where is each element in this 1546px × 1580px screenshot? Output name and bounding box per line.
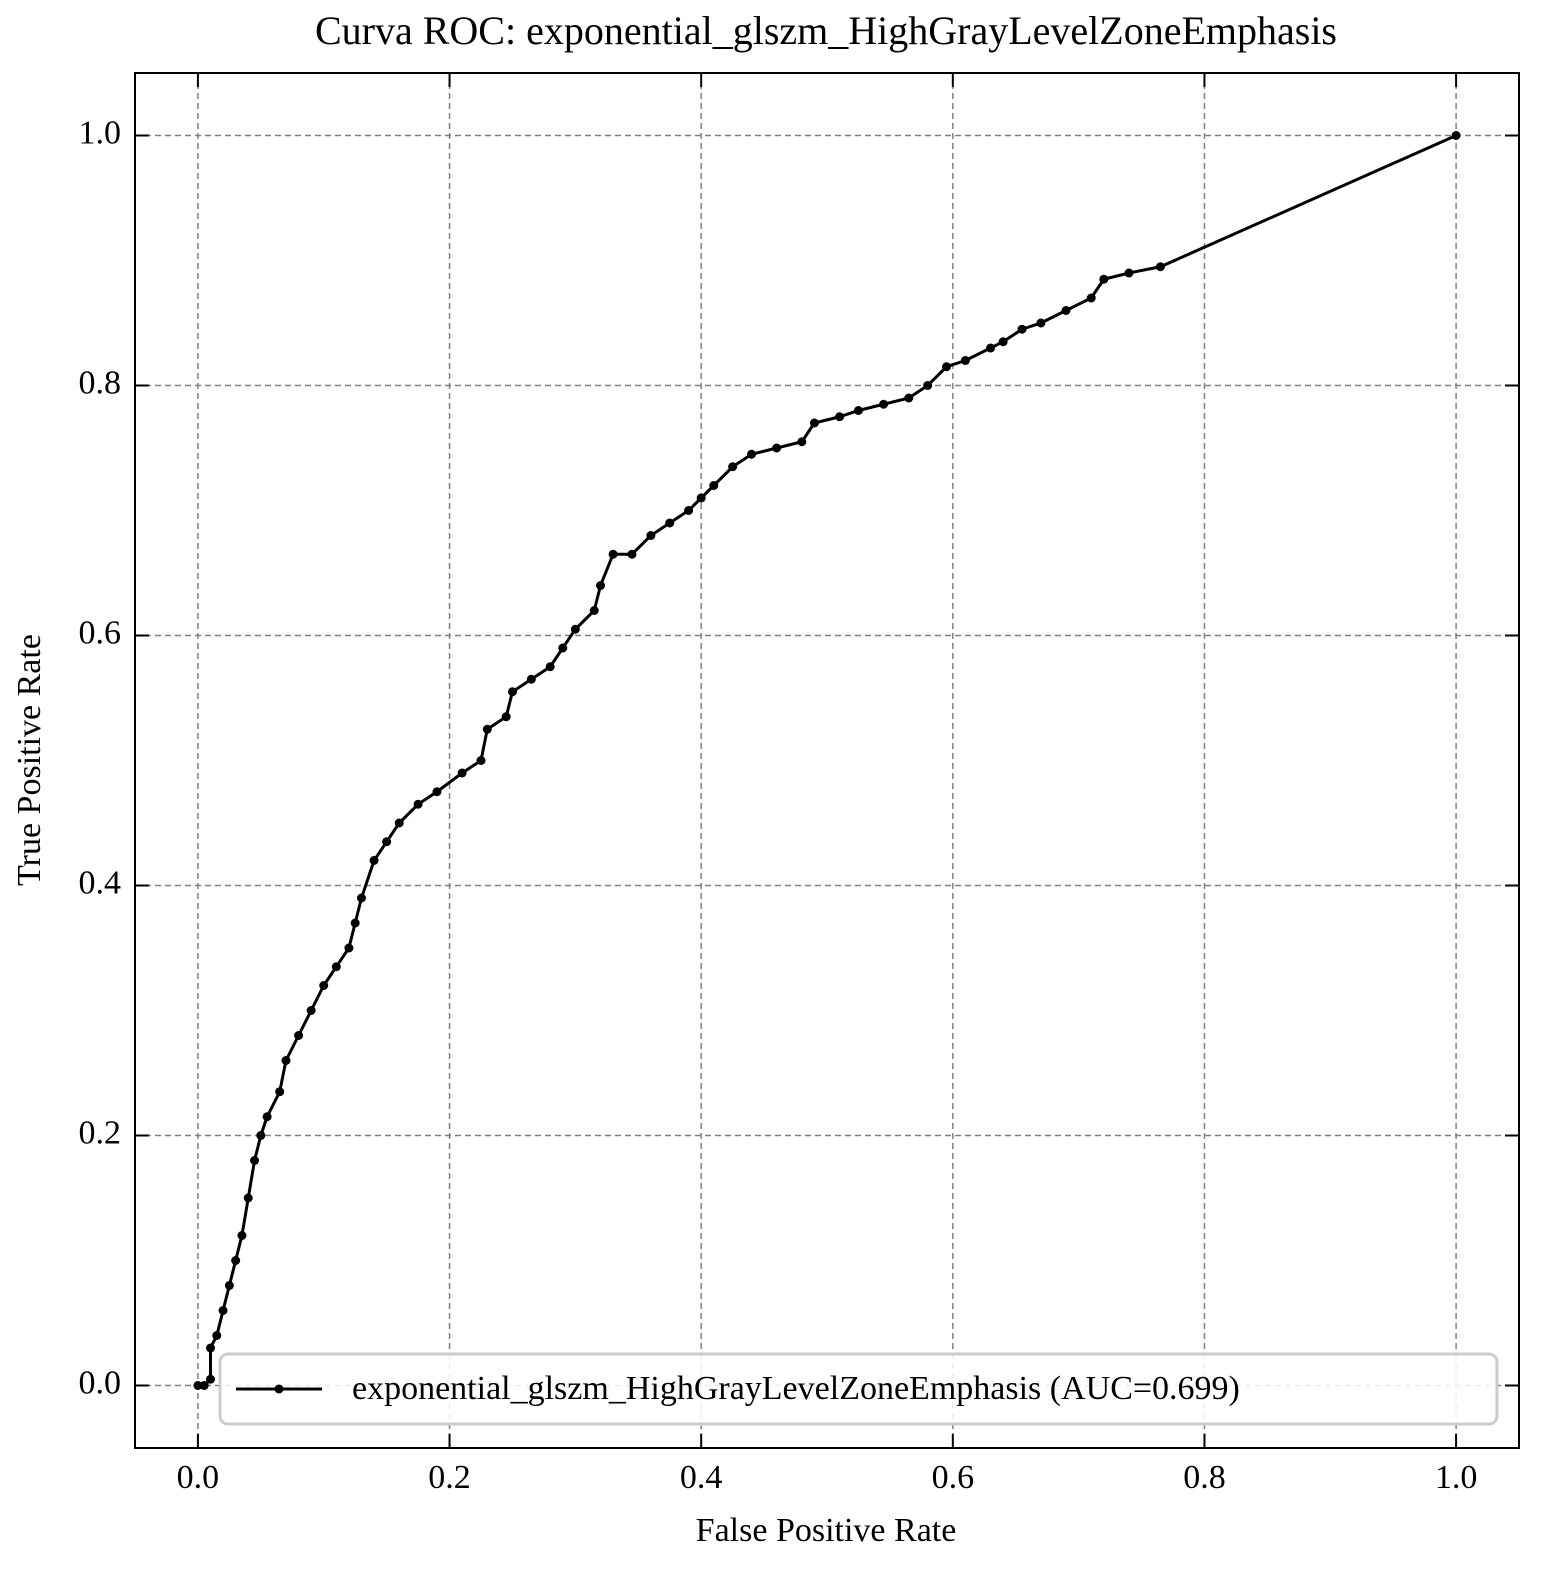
point (797, 437, 807, 447)
point (199, 1381, 209, 1390)
point (243, 1193, 253, 1203)
point (369, 856, 379, 865)
point (835, 412, 845, 422)
legend-marker (274, 1384, 284, 1394)
point (809, 418, 819, 428)
x-tick-label: 1.0 (1435, 1459, 1478, 1496)
point (281, 1056, 291, 1065)
point (1017, 324, 1027, 334)
point (986, 343, 996, 353)
point (747, 449, 757, 459)
point (960, 356, 970, 365)
point (879, 399, 889, 409)
point (501, 712, 511, 722)
point (256, 1131, 266, 1140)
x-tick-label: 0.6 (932, 1459, 975, 1496)
point (526, 674, 536, 684)
plot-frame (134, 72, 1520, 1449)
x-tick-label: 0.2 (428, 1459, 471, 1496)
y-axis-label: True Positive Rate (11, 634, 48, 886)
point (193, 1381, 203, 1390)
point (942, 362, 952, 372)
point (476, 756, 486, 765)
y-tick-label: 0.4 (79, 864, 122, 901)
point (344, 943, 354, 953)
point (394, 818, 404, 828)
chart-title: Curva ROC: exponential_glszm_HighGrayLev… (315, 8, 1337, 53)
point (1451, 131, 1461, 140)
point (262, 1112, 272, 1122)
point (923, 381, 933, 390)
point (1061, 306, 1071, 315)
point (205, 1343, 215, 1353)
point (558, 643, 568, 653)
y-tick-label: 0.6 (79, 614, 122, 651)
point (570, 624, 580, 634)
point (998, 337, 1008, 347)
point (331, 962, 341, 972)
point (218, 1306, 228, 1315)
point (413, 799, 423, 809)
x-tick-label: 0.0 (177, 1459, 220, 1496)
legend: exponential_glszm_HighGrayLevelZoneEmpha… (218, 1352, 1499, 1426)
point (696, 493, 706, 503)
point (1124, 268, 1134, 278)
point (1086, 293, 1096, 303)
x-axis-label: False Positive Rate (696, 1512, 957, 1549)
point (457, 768, 467, 778)
point (853, 406, 863, 415)
point (627, 549, 637, 559)
point (212, 1331, 222, 1340)
point (205, 1374, 215, 1384)
legend-box (218, 1352, 1499, 1426)
legend-label: exponential_glszm_HighGrayLevelZoneEmpha… (352, 1370, 1240, 1407)
point (382, 837, 392, 847)
y-tick-label: 1.0 (79, 114, 122, 151)
point (1099, 274, 1109, 284)
point (608, 549, 618, 559)
point (319, 981, 329, 990)
point (1155, 262, 1165, 272)
point (294, 1031, 304, 1040)
point (275, 1087, 285, 1097)
point (224, 1281, 234, 1290)
y-tick-label: 0.8 (79, 364, 122, 401)
point (684, 506, 694, 515)
point (231, 1256, 241, 1265)
x-tick-label: 0.4 (680, 1459, 723, 1496)
point (482, 724, 492, 734)
point (772, 443, 782, 453)
point (728, 462, 738, 472)
point (250, 1156, 260, 1165)
point (306, 1006, 316, 1015)
point (1036, 318, 1046, 328)
point (646, 531, 656, 540)
point (589, 606, 599, 615)
point (709, 481, 719, 490)
point (237, 1231, 247, 1240)
point (432, 787, 442, 797)
point (507, 687, 517, 697)
point (665, 518, 675, 528)
y-tick-label: 0.0 (79, 1364, 122, 1401)
point (356, 893, 366, 903)
point (545, 662, 555, 672)
y-tick-label: 0.2 (79, 1114, 122, 1151)
point (350, 918, 360, 928)
x-tick-label: 0.8 (1183, 1459, 1226, 1496)
point (596, 581, 606, 590)
point (904, 393, 914, 403)
